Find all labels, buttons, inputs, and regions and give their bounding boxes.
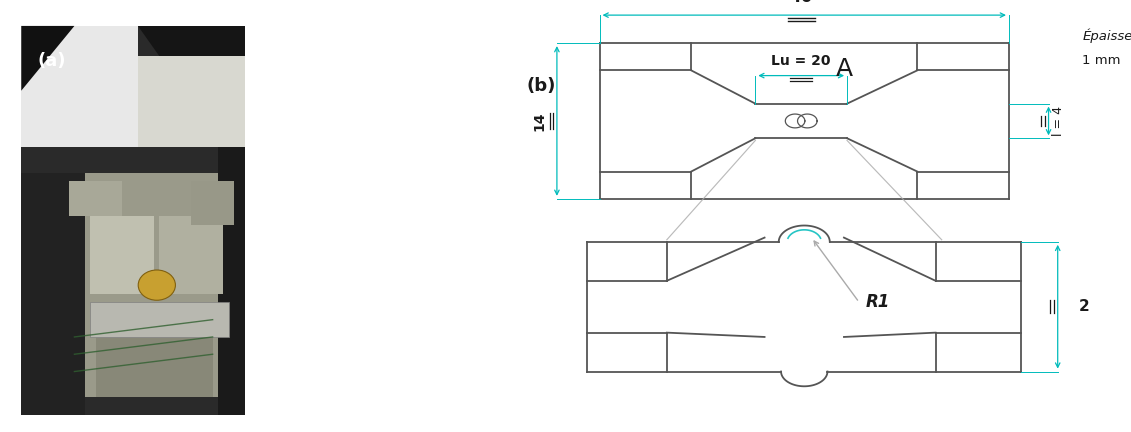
Circle shape: [138, 270, 175, 300]
Bar: [138, 56, 244, 147]
Bar: [96, 337, 213, 397]
Bar: [90, 302, 228, 337]
Polygon shape: [21, 173, 85, 415]
Bar: [191, 181, 234, 225]
Bar: [159, 216, 223, 294]
Polygon shape: [138, 26, 244, 177]
Text: (b): (b): [526, 77, 555, 95]
Polygon shape: [21, 26, 75, 91]
Text: A: A: [836, 57, 853, 81]
Text: Lu = 20: Lu = 20: [771, 54, 831, 68]
Polygon shape: [218, 147, 244, 415]
Text: 14: 14: [533, 111, 546, 131]
Bar: [69, 181, 122, 216]
Text: 46: 46: [789, 0, 813, 6]
Bar: [21, 26, 244, 415]
Text: 1 mm: 1 mm: [1082, 54, 1121, 67]
Text: 2: 2: [1079, 299, 1090, 314]
Text: Épaisseur: Épaisseur: [1082, 28, 1131, 43]
Text: l = 4: l = 4: [1052, 106, 1064, 136]
Text: (a): (a): [37, 52, 66, 70]
Text: R1: R1: [865, 293, 890, 311]
Bar: [90, 216, 154, 294]
Polygon shape: [21, 26, 138, 147]
Bar: [48, 173, 234, 397]
